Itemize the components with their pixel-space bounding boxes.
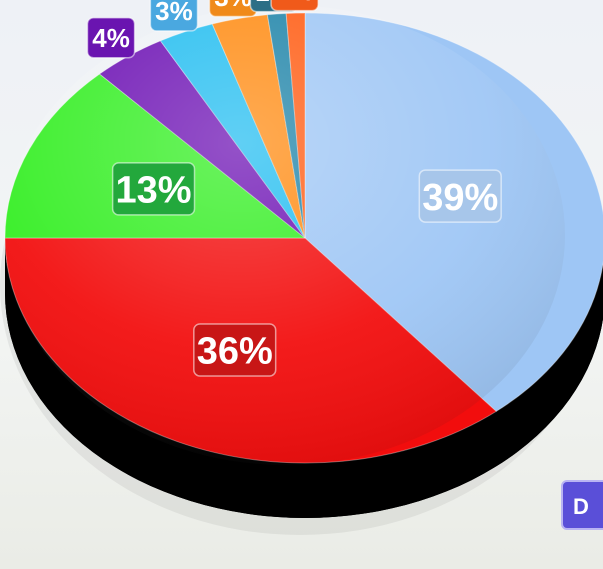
pie-slices [4, 12, 603, 464]
pie-labels: 39%36%13%4%3%3%1%1% [86, 0, 502, 377]
data-label-box [208, 0, 258, 18]
data-label-box [111, 162, 196, 216]
data-label-text: 13% [116, 170, 192, 212]
data-label-box [270, 0, 319, 12]
data-label-6: 3% [208, 0, 258, 18]
data-label-text: 4% [92, 23, 130, 53]
data-label-4: 4% [86, 17, 136, 59]
data-label-text: 3% [155, 0, 193, 26]
corner-badge: D [561, 480, 603, 530]
data-label-box [149, 0, 199, 32]
data-label-8: 1% [270, 0, 319, 12]
data-label-box [193, 323, 277, 377]
data-label-2: 36% [193, 323, 277, 377]
data-label-1: 39% [418, 169, 502, 223]
data-label-text: 3% [214, 0, 252, 12]
data-label-text: 1% [276, 0, 314, 6]
data-label-box [86, 17, 136, 59]
data-label-5: 3% [149, 0, 199, 32]
data-label-text: 39% [422, 177, 498, 219]
data-label-text: 36% [197, 331, 273, 373]
data-label-3: 13% [111, 162, 196, 216]
data-label-box [418, 169, 502, 223]
